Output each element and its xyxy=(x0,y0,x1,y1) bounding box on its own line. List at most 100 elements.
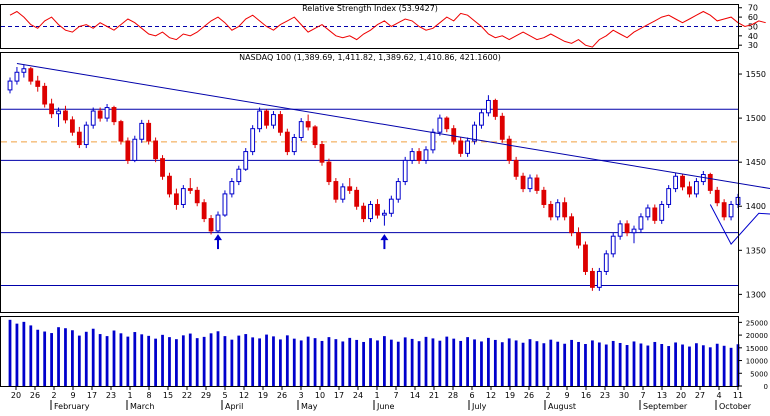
volume-bar-32 xyxy=(230,339,234,386)
volume-bar-97 xyxy=(681,344,684,386)
volume-bar-52 xyxy=(369,338,372,386)
volume-bar-88 xyxy=(618,342,622,386)
candle-body-73 xyxy=(513,159,519,177)
volume-bar-38 xyxy=(272,336,275,386)
candle-97 xyxy=(680,174,685,191)
candle-body-60 xyxy=(423,149,429,161)
candle-body-63 xyxy=(444,117,450,130)
candle-33 xyxy=(236,165,242,186)
candle-2 xyxy=(21,64,27,78)
candle-17 xyxy=(125,137,131,164)
day-tick-label-37: 4 xyxy=(716,391,721,400)
volume-bar-25 xyxy=(181,335,185,386)
candle-15 xyxy=(111,105,117,126)
candle-body-44 xyxy=(312,126,318,146)
day-tick-label-22: 21 xyxy=(429,391,439,400)
candle-body-9 xyxy=(69,119,75,133)
volume-bar-76 xyxy=(535,341,539,386)
volume-bar-75 xyxy=(528,339,532,386)
price-frame xyxy=(0,52,739,313)
day-tick-label-15: 3 xyxy=(298,391,303,400)
volume-bar-49 xyxy=(348,337,352,386)
volume-bar-45 xyxy=(320,340,324,386)
candle-3 xyxy=(28,66,34,85)
rsi-panel: Relative Strength Index (53.9427) 3040506… xyxy=(1,4,766,50)
candle-body-2 xyxy=(21,68,27,73)
volume-bar-57 xyxy=(403,337,407,386)
candle-87 xyxy=(610,232,616,258)
volume-bar-64 xyxy=(452,338,456,386)
candle-body-104 xyxy=(728,203,734,218)
candle-body-99 xyxy=(693,181,699,195)
candle-body-76 xyxy=(534,177,540,191)
volume-bar-63 xyxy=(445,336,449,386)
volume-bar-26 xyxy=(188,333,192,386)
candle-14 xyxy=(104,104,110,122)
candle-32 xyxy=(229,178,235,198)
volume-bar-82 xyxy=(577,341,580,386)
volume-bar-46 xyxy=(327,337,331,386)
candle-68 xyxy=(479,109,484,129)
volume-bar-103 xyxy=(722,345,726,386)
candle-body-4 xyxy=(35,80,41,87)
candle-body-94 xyxy=(659,203,665,221)
volume-bar-54 xyxy=(383,336,386,386)
volume-bar-53 xyxy=(376,340,379,386)
candle-body-41 xyxy=(291,136,297,153)
volume-bar-83 xyxy=(584,344,587,386)
volume-bar-5 xyxy=(43,331,47,386)
candle-10 xyxy=(76,126,82,149)
candle-5 xyxy=(42,82,48,108)
volume-bar-31 xyxy=(223,336,227,386)
volume-bar-17 xyxy=(126,336,130,386)
volume-bar-73 xyxy=(514,340,518,386)
candle-66 xyxy=(465,137,471,157)
candle-body-55 xyxy=(388,198,394,214)
candle-body-31 xyxy=(222,193,228,216)
volume-bar-85 xyxy=(597,342,601,386)
candle-body-75 xyxy=(527,177,533,190)
volume-tick-label-2: 10000 xyxy=(746,358,768,366)
volume-bar-15 xyxy=(112,330,116,386)
volume-bar-36 xyxy=(258,338,261,386)
day-tick-label-16: 10 xyxy=(315,391,325,400)
candle-body-13 xyxy=(97,110,103,119)
volume-bar-99 xyxy=(695,343,698,386)
candle-body-72 xyxy=(506,138,512,161)
volume-bar-12 xyxy=(91,328,95,386)
volume-bar-16 xyxy=(119,333,123,386)
candle-85 xyxy=(596,267,602,291)
volume-bar-42 xyxy=(299,340,303,386)
price-tick-label-2: 1400 xyxy=(746,202,766,211)
volume-bar-30 xyxy=(216,331,220,386)
candle-89 xyxy=(624,220,630,237)
volume-bar-86 xyxy=(604,344,608,386)
candle-48 xyxy=(340,183,346,203)
day-tick-label-28: 2 xyxy=(545,391,550,400)
price-tick-label-1: 1350 xyxy=(746,246,766,255)
candle-body-58 xyxy=(409,151,415,161)
day-tick-label-32: 30 xyxy=(619,391,629,400)
day-tick-label-2: 2 xyxy=(51,391,56,400)
x-axis: 20 26 2 9 17 23 1 8 15 22 29 5 12 19 26 3 10 17 24 1 7 14 21 28… xyxy=(11,386,752,411)
day-tick-label-14: 26 xyxy=(277,391,287,400)
candle-77 xyxy=(541,186,547,208)
candle-18 xyxy=(132,135,138,163)
volume-bar-10 xyxy=(77,335,81,386)
day-tick-label-29: 9 xyxy=(564,391,569,400)
candle-20 xyxy=(146,119,152,145)
volume-bar-23 xyxy=(168,337,171,386)
candle-94 xyxy=(659,200,665,224)
volume-bar-48 xyxy=(341,341,345,386)
candle-103 xyxy=(721,199,727,221)
candle-38 xyxy=(271,111,276,129)
candle-body-92 xyxy=(645,207,651,218)
candle-body-14 xyxy=(104,107,110,119)
volume-bar-29 xyxy=(209,333,213,386)
candle-body-23 xyxy=(167,175,172,195)
candle-body-61 xyxy=(430,131,436,151)
volume-panel: 0 5000 10000 15000 20000 25000 xyxy=(8,319,768,391)
candle-31 xyxy=(222,190,228,217)
day-tick-label-25: 12 xyxy=(486,391,496,400)
candle-body-46 xyxy=(326,161,332,183)
